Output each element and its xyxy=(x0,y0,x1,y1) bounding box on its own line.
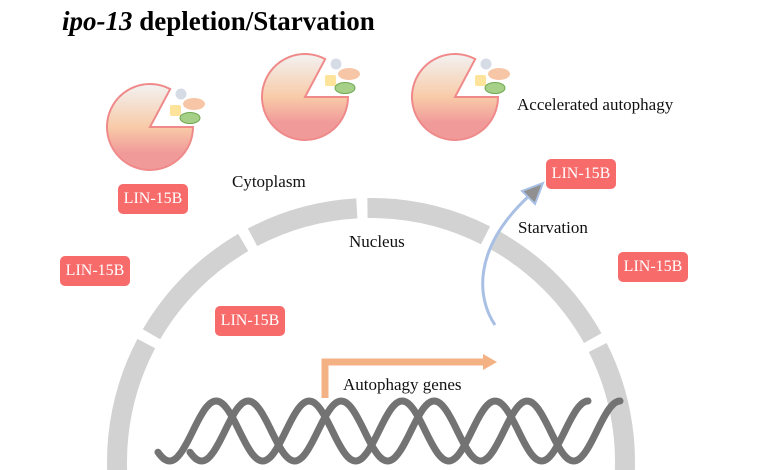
protein-cargo xyxy=(325,75,336,86)
autophagy-genes-label: Autophagy genes xyxy=(343,375,462,394)
autophagosome xyxy=(411,53,510,141)
page-title: ipo-13 depletion/Starvation xyxy=(62,6,375,37)
phagophore xyxy=(261,53,350,141)
lin-15b-protein: LIN-15B xyxy=(618,252,688,282)
organelle-cargo xyxy=(488,68,510,80)
nucleus-label: Nucleus xyxy=(349,232,405,251)
starvation-export-arrow xyxy=(481,193,532,326)
starvation-label: Starvation xyxy=(518,218,588,237)
protein-cargo xyxy=(170,105,181,116)
lin-15b-protein: LIN-15B xyxy=(215,306,285,336)
starvation-arrow-head xyxy=(520,181,545,206)
dna-double-helix xyxy=(154,397,624,465)
vesicle-cargo xyxy=(175,88,187,100)
dna-strand xyxy=(186,397,624,465)
mitochondrion-cargo xyxy=(179,112,201,124)
nuclear-envelope xyxy=(107,198,635,470)
vesicle-cargo xyxy=(330,58,342,70)
protein-cargo xyxy=(475,75,486,86)
lin-15b-protein: LIN-15B xyxy=(60,256,130,286)
envelope-segment xyxy=(367,198,491,245)
mitochondrion-cargo xyxy=(334,82,356,94)
envelope-segment xyxy=(588,342,635,470)
autophagosome xyxy=(261,53,360,141)
title-rest: depletion/Starvation xyxy=(132,6,375,36)
lin-15b-protein: LIN-15B xyxy=(546,159,616,189)
accelerated-autophagy-label: Accelerated autophagy xyxy=(517,95,674,114)
gene-name: ipo-13 xyxy=(62,6,133,36)
mitochondrion-cargo xyxy=(484,82,506,94)
gene-arrow-head xyxy=(483,354,497,370)
organelle-cargo xyxy=(338,68,360,80)
gene-transcription-arrow xyxy=(321,358,485,398)
vesicle-cargo xyxy=(480,58,492,70)
phagophore xyxy=(106,83,195,171)
autophagosomes xyxy=(106,53,510,171)
envelope-segment xyxy=(489,231,602,344)
organelle-cargo xyxy=(183,98,205,110)
lin-15b-protein: LIN-15B xyxy=(118,184,188,214)
cytoplasm-label: Cytoplasm xyxy=(232,172,306,191)
envelope-segment xyxy=(247,198,358,247)
envelope-segment xyxy=(142,233,249,340)
envelope-segment xyxy=(107,338,156,470)
phagophore xyxy=(411,53,500,141)
autophagosome xyxy=(106,83,205,171)
